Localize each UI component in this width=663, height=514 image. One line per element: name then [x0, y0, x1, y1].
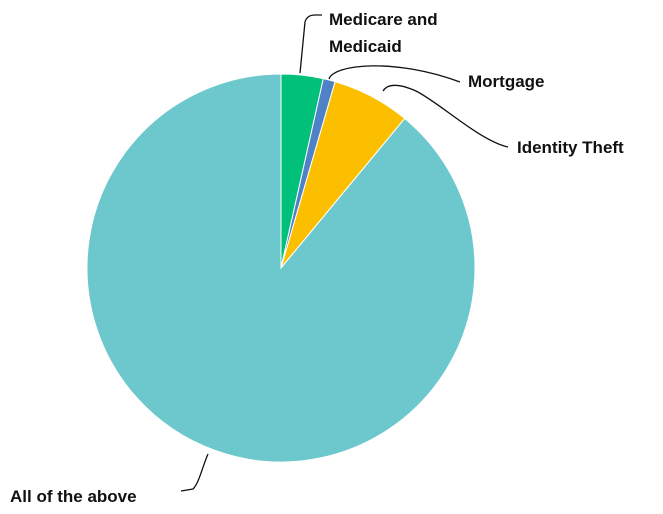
label-mortgage: Mortgage	[468, 72, 545, 91]
leader-medicare-and-medicaid	[299, 14, 322, 74]
leader-lines	[180, 14, 509, 492]
pie-slices	[86, 73, 476, 463]
label-medicare-and-medicaid: Medicare and Medicaid	[329, 10, 442, 56]
leader-identity-theft	[382, 84, 509, 148]
pie-slice-all-of-the-above	[86, 73, 476, 463]
label-all-of-the-above: All of the above	[10, 487, 137, 506]
leader-all-of-the-above	[180, 453, 209, 492]
leader-mortgage	[328, 65, 461, 83]
label-identity-theft: Identity Theft	[517, 138, 624, 157]
